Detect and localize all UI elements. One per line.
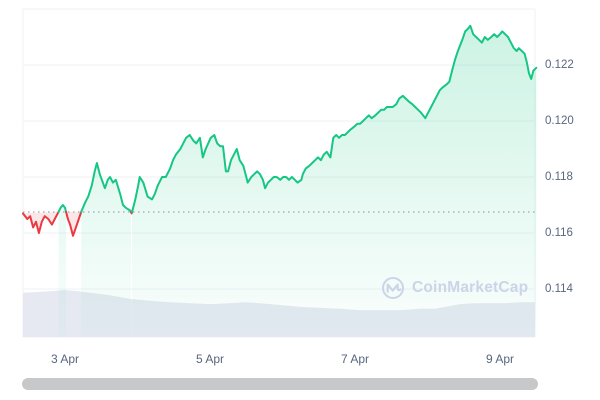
x-tick-label: 7 Apr bbox=[340, 352, 370, 366]
scrollbar-thumb[interactable] bbox=[22, 378, 538, 390]
y-tick-label: 0.122 bbox=[545, 58, 574, 71]
watermark-text: CoinMarketCap bbox=[412, 279, 529, 296]
coinmarketcap-watermark: CoinMarketCap bbox=[381, 275, 528, 301]
y-tick-label: 0.120 bbox=[545, 114, 574, 127]
x-tick-label: 5 Apr bbox=[195, 352, 225, 366]
y-tick-label: 0.116 bbox=[545, 226, 573, 239]
y-tick-label: 0.118 bbox=[545, 170, 573, 183]
x-tick-label: 3 Apr bbox=[50, 352, 80, 366]
x-tick-label: 9 Apr bbox=[485, 352, 515, 366]
coinmarketcap-logo-icon bbox=[382, 277, 404, 299]
y-tick-label: 0.114 bbox=[545, 282, 573, 295]
chart-scrollbar[interactable] bbox=[22, 378, 538, 390]
